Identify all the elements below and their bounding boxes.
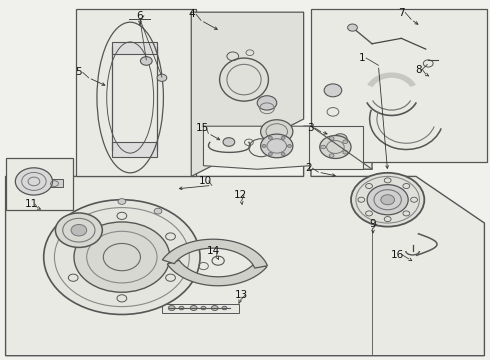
Circle shape xyxy=(321,145,326,149)
Text: 4: 4 xyxy=(189,9,196,19)
Bar xyxy=(112,142,157,157)
Circle shape xyxy=(261,134,293,158)
Circle shape xyxy=(55,213,102,247)
Circle shape xyxy=(351,173,424,226)
Text: 14: 14 xyxy=(207,246,220,256)
Polygon shape xyxy=(5,126,485,356)
Bar xyxy=(310,126,363,169)
Circle shape xyxy=(343,150,348,154)
Circle shape xyxy=(324,84,342,97)
Text: 5: 5 xyxy=(75,67,82,77)
Bar xyxy=(162,304,239,313)
Text: 9: 9 xyxy=(369,219,376,229)
Circle shape xyxy=(179,306,184,310)
Circle shape xyxy=(320,135,351,158)
Circle shape xyxy=(201,306,206,310)
Circle shape xyxy=(222,306,227,310)
Circle shape xyxy=(329,137,334,140)
Text: 1: 1 xyxy=(359,53,366,63)
Circle shape xyxy=(381,195,394,205)
Polygon shape xyxy=(167,260,267,286)
Polygon shape xyxy=(191,12,304,176)
Circle shape xyxy=(74,222,170,292)
Bar xyxy=(112,42,157,54)
Polygon shape xyxy=(162,239,268,268)
Bar xyxy=(76,9,196,176)
Circle shape xyxy=(281,136,285,139)
Circle shape xyxy=(190,306,197,311)
Circle shape xyxy=(68,217,75,223)
Bar xyxy=(311,9,487,162)
Circle shape xyxy=(367,185,408,215)
Text: 3: 3 xyxy=(308,123,314,133)
Circle shape xyxy=(347,24,357,31)
Text: 16: 16 xyxy=(392,249,405,260)
Circle shape xyxy=(168,306,175,311)
Circle shape xyxy=(261,120,293,143)
Circle shape xyxy=(262,144,266,147)
Text: 11: 11 xyxy=(25,199,38,210)
Circle shape xyxy=(223,138,235,146)
Text: 13: 13 xyxy=(235,290,248,300)
Bar xyxy=(49,179,63,187)
Circle shape xyxy=(141,57,152,65)
Circle shape xyxy=(118,199,126,204)
Circle shape xyxy=(343,140,348,144)
Polygon shape xyxy=(203,126,311,169)
Polygon shape xyxy=(367,72,416,87)
Circle shape xyxy=(15,168,52,195)
Circle shape xyxy=(269,136,272,139)
Circle shape xyxy=(333,134,347,144)
Text: 10: 10 xyxy=(198,176,212,186)
Circle shape xyxy=(44,200,200,315)
Text: 6: 6 xyxy=(137,11,143,21)
Text: 15: 15 xyxy=(196,123,209,133)
Circle shape xyxy=(257,96,277,110)
Text: 8: 8 xyxy=(415,64,422,75)
Circle shape xyxy=(157,74,167,81)
Text: 12: 12 xyxy=(234,190,247,200)
Circle shape xyxy=(154,208,162,214)
Circle shape xyxy=(71,225,87,236)
Bar xyxy=(5,158,73,211)
Text: 2: 2 xyxy=(305,163,312,173)
Circle shape xyxy=(269,153,272,156)
Circle shape xyxy=(281,153,285,156)
Circle shape xyxy=(288,144,292,147)
Text: 7: 7 xyxy=(398,8,405,18)
Circle shape xyxy=(329,154,334,157)
Circle shape xyxy=(211,306,218,311)
